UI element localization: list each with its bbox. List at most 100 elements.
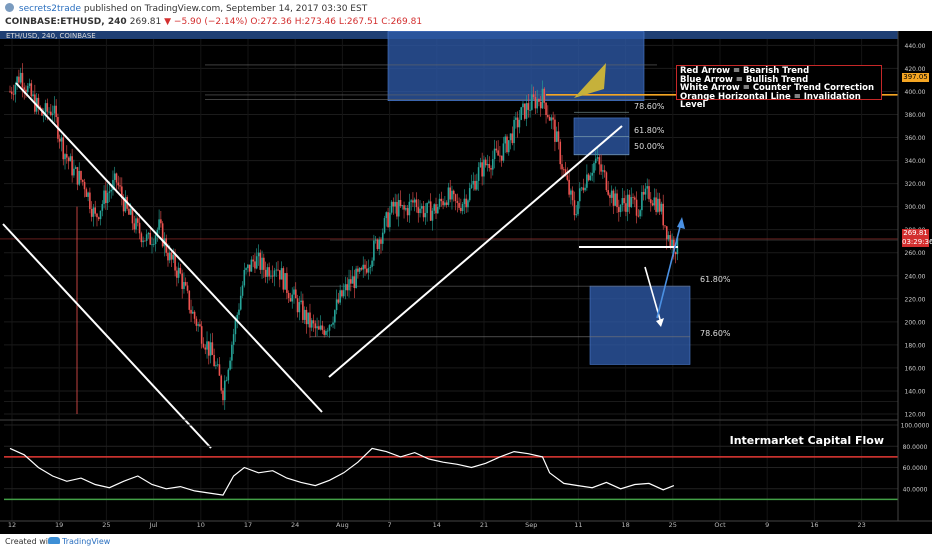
candle-body [479,162,482,168]
candle-body [296,298,299,313]
candle-body [563,169,565,171]
candle-body [341,290,343,297]
price-chart[interactable]: ETH/USD, 240, COINBASE 120.00 140.00 160.0… [0,31,932,534]
legend-box: Red Arrow = Bearish Trend Blue Arrow = B… [676,65,882,110]
candle-body [486,164,489,166]
candle-body [303,309,306,320]
price-tick-label: 360.00 [905,135,926,142]
rsi-panel [4,424,898,501]
candle-body [421,206,423,209]
candle-body [46,103,49,112]
price-tick-label: 380.00 [905,112,926,119]
candle-body [243,269,246,286]
candle-body [490,168,492,170]
candle-body [293,289,295,295]
candle-body [383,218,386,233]
fib-zone [589,285,691,365]
candle-body [225,380,228,382]
candle-body [184,282,187,286]
candle-body [71,156,73,176]
candle-body [106,192,109,203]
candle-body [435,204,437,214]
candle-body [653,197,656,206]
fib-lines [0,64,898,402]
candle-body [44,103,47,116]
tradingview-brand[interactable]: TradingView [62,537,111,546]
candle-body [83,181,86,190]
candle-body [651,203,654,206]
candle-body [94,207,96,214]
candle-body [500,155,503,161]
candle-body [520,107,522,120]
candle-body [451,190,453,200]
axes: 120.00 140.00 160.00 180.00 200.00 220.00 240.… [0,31,932,529]
candle-body [236,314,238,321]
time-tick-label: Oct [714,521,726,529]
candle-body [570,190,572,195]
price-tick-label: 160.00 [905,365,926,372]
candle-body [405,208,407,210]
author-link[interactable]: secrets2trade [18,4,82,14]
candle-body [575,214,578,216]
candle-body [385,212,388,219]
candle-body [582,187,585,191]
candle-body [89,192,91,209]
candle-body [610,190,613,198]
candle-body [186,285,189,291]
candle-body [605,172,608,191]
candle-body [452,190,455,195]
candle-body [609,194,611,198]
candle-body [657,198,659,212]
candle-body [266,267,269,277]
candle-body [133,223,136,230]
candle-body [261,257,263,270]
candle-body [440,198,443,202]
candle-body [667,235,670,240]
time-tick-label: 16 [810,521,818,529]
candle-body [369,266,372,269]
candle-body [436,206,439,214]
candle-body [330,324,333,326]
time-tick-label: 14 [433,521,441,529]
candle-body [99,210,102,220]
candle-body [284,273,286,290]
candle-body [337,299,340,303]
candle-body [142,240,144,243]
candle-body [493,148,496,160]
candle-body [424,213,427,218]
avatar-icon [5,3,14,12]
candle-body [603,170,606,173]
time-tick-label: Sep [525,521,537,529]
legend-entry-orange: Orange Horizontal Line = Invalidation Le… [680,91,861,111]
candle-body [655,197,657,212]
candle-body [58,138,61,142]
candle-body [222,390,224,401]
candle-body [286,273,288,293]
triangle-marker [574,63,606,98]
candle-body [607,190,609,195]
candle-body [220,375,223,391]
candle-body [167,252,169,261]
candle-body [619,205,622,213]
candle-body [23,87,25,90]
symbol-label: COINBASE:ETHUSD, 240 [5,17,127,27]
candle-body [419,208,421,214]
candle-body [463,198,466,204]
rsi-tick-label: 80.0000 [903,444,928,451]
fib-label-upper-786: 78.60% [634,102,665,111]
candle-body [523,103,526,119]
candle-body [621,198,624,206]
candle-body [626,194,629,212]
candle-body [294,289,297,299]
candle-body [156,229,159,236]
candle-body [623,198,625,204]
candle-body [291,294,294,302]
candle-body [394,201,396,207]
candle-body [665,226,668,240]
price-tick-label: 140.00 [905,388,926,395]
candle-body [158,219,160,230]
candle-body [396,201,398,217]
rsi-tick-label: 40.0000 [903,486,928,493]
time-tick-label: 25 [669,521,677,529]
trend-line [15,82,323,413]
